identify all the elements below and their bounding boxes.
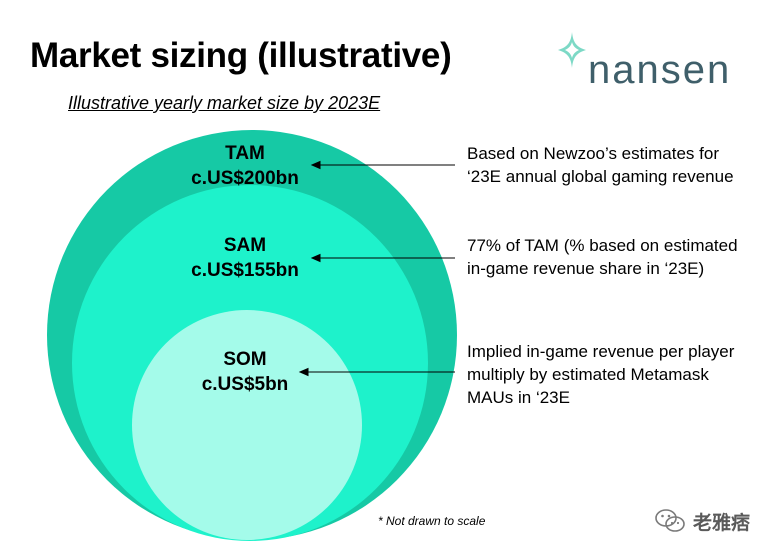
som-arrowhead [298, 367, 309, 377]
sam-name: SAM [223, 235, 267, 256]
sam-label: SAM c.US$155bn [185, 233, 305, 283]
som-value: c.US$5bn [201, 374, 289, 395]
som-description-line: MAUs in ‘23E [467, 388, 570, 407]
nansen-diamond-icon [558, 32, 586, 68]
tam-description-line: Based on Newzoo’s estimates for [467, 144, 719, 163]
watermark-text: 老雅痞 [693, 513, 751, 534]
watermark: 老雅痞 [653, 506, 763, 536]
sam-description: 77% of TAM (% based on estimated in-game… [467, 234, 738, 280]
tam-arrowhead [310, 160, 321, 170]
som-circle [132, 310, 362, 540]
som-name: SOM [223, 349, 267, 370]
tam-label: TAM c.US$200bn [185, 141, 305, 191]
tam-name: TAM [225, 143, 265, 164]
page-title: Market sizing (illustrative) [30, 36, 452, 75]
tam-value: c.US$200bn [191, 168, 299, 189]
sam-description-line: 77% of TAM (% based on estimated [467, 236, 738, 255]
wechat-icon [655, 509, 685, 532]
nansen-logo: nansen [552, 30, 729, 92]
sam-arrowhead [310, 253, 321, 263]
tam-description: Based on Newzoo’s estimates for ‘23E ann… [467, 142, 734, 188]
tam-description-line: ‘23E annual global gaming revenue [467, 167, 734, 186]
sam-value: c.US$155bn [191, 260, 299, 281]
footnote: * Not drawn to scale [378, 514, 486, 528]
sam-description-line: in-game revenue share in ‘23E) [467, 259, 705, 278]
som-description-line: Implied in-game revenue per player [467, 342, 735, 361]
logo-wordmark: nansen [588, 48, 732, 92]
som-description-line: multiply by estimated Metamask [467, 365, 709, 384]
som-description: Implied in-game revenue per player multi… [467, 340, 734, 409]
som-label: SOM c.US$5bn [185, 347, 305, 397]
page-subtitle: Illustrative yearly market size by 2023E [68, 93, 381, 113]
